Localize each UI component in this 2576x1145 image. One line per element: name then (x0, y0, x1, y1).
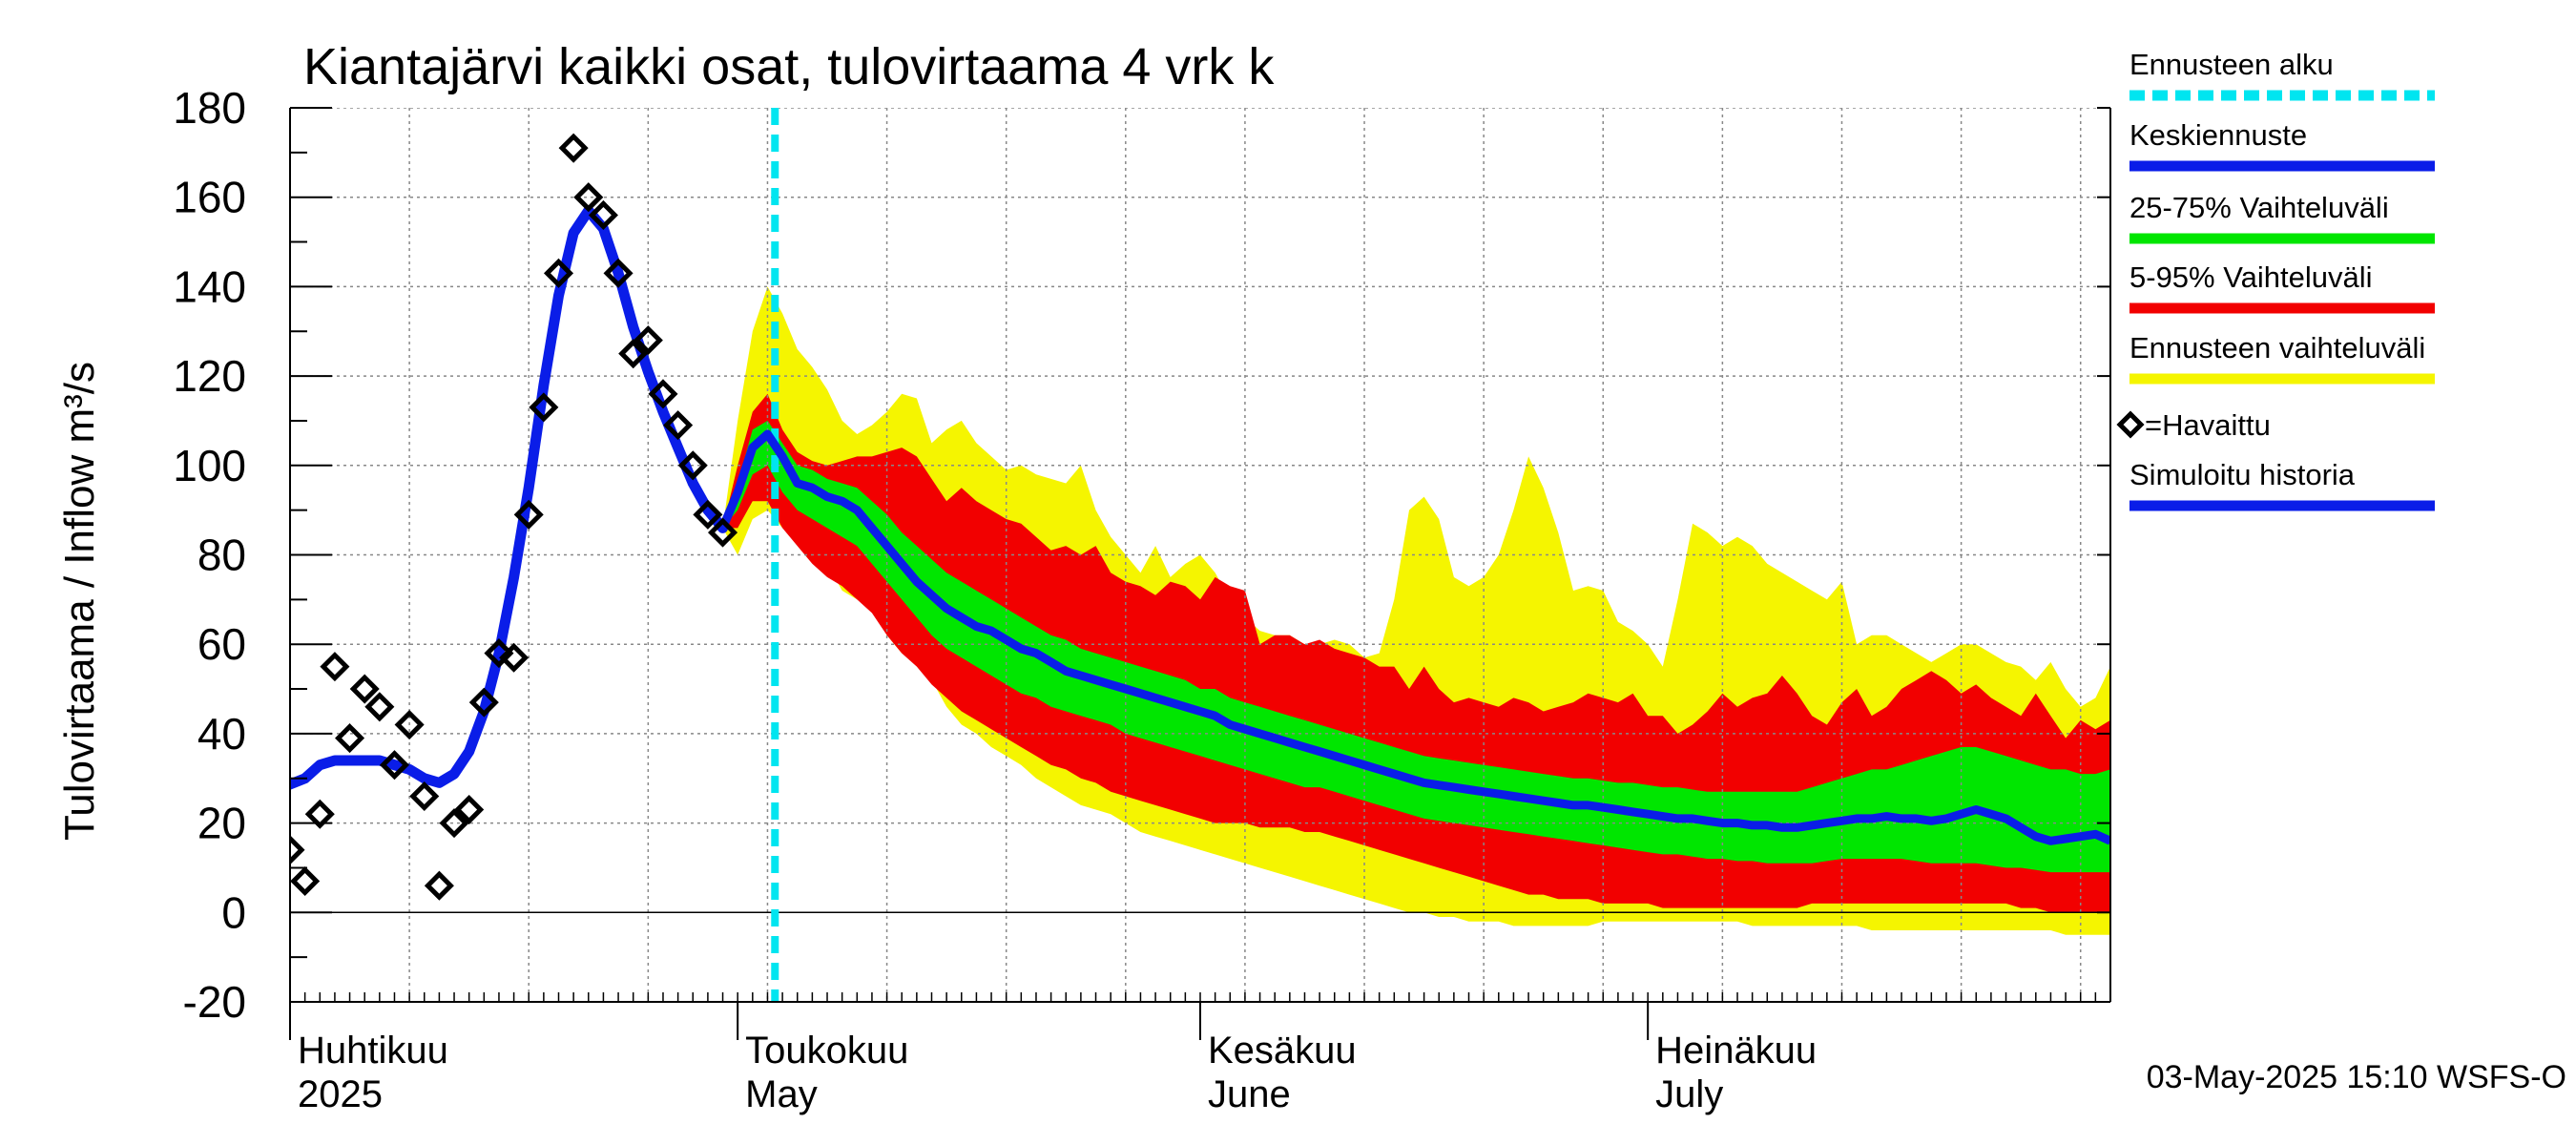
legend: Ennusteen alku Keskiennuste 25-75% Vaihtel… (2116, 48, 2435, 511)
observed-point (588, 199, 618, 230)
observed-point (454, 795, 485, 825)
y-tick-label: 120 (173, 351, 246, 401)
observed-point (499, 642, 530, 673)
observed-point (558, 133, 589, 163)
legend-25-75-label: 25-75% Vaihteluväli (2129, 191, 2389, 224)
x-month-label-fi: Heinäkuu (1655, 1030, 1817, 1072)
observed-point (468, 687, 499, 718)
y-tick-label: 100 (173, 441, 246, 490)
observed-point (648, 379, 678, 409)
band-5-95 (722, 393, 2110, 913)
timestamp-label: 03-May-2025 15:10 WSFS-O (2147, 1059, 2566, 1095)
observed-point (320, 652, 350, 682)
legend-5-95-label: 5-95% Vaihteluväli (2129, 260, 2372, 294)
simulated-history-line (290, 205, 728, 790)
y-tick-label: -20 (183, 977, 246, 1027)
observed-point (573, 182, 604, 213)
observed-point (693, 499, 723, 530)
observed-point (513, 499, 544, 530)
legend-observed-marker (2116, 410, 2145, 439)
observed-point (290, 865, 321, 897)
y-tick-label: 80 (197, 531, 246, 580)
legend-forecast-start-label: Ennusteen alku (2129, 48, 2334, 81)
x-month-label-fi: Huhtikuu (298, 1030, 448, 1072)
observed-point (663, 410, 694, 441)
x-month-label-en: July (1655, 1073, 1723, 1115)
observed-point (304, 799, 335, 829)
y-tick-label: 140 (173, 261, 246, 311)
x-month-label-fi: Kesäkuu (1208, 1030, 1357, 1072)
observed-point (290, 835, 305, 865)
y-tick-label: 160 (173, 173, 246, 222)
median-forecast-line (718, 429, 2110, 845)
observed-point (708, 517, 738, 548)
x-month-label-en: June (1208, 1073, 1291, 1115)
observed-point (618, 339, 649, 369)
legend-median-label: Keskiennuste (2129, 118, 2307, 152)
observed-point (529, 392, 559, 423)
plot-content (290, 108, 2110, 1002)
chart-title: Kiantajärvi kaikki osat, tulovirtaama 4 … (303, 38, 1275, 95)
y-tick-label: 40 (197, 709, 246, 759)
observed-series (290, 133, 738, 901)
observed-point (335, 723, 365, 754)
grid (290, 108, 2110, 1002)
x-month-label-en: May (745, 1073, 818, 1115)
observed-point (439, 808, 469, 839)
observed-point (364, 692, 395, 722)
observed-point (603, 258, 634, 288)
y-tick-label: 180 (173, 83, 246, 133)
x-month-label-en: 2025 (298, 1073, 383, 1115)
observed-point (379, 750, 410, 781)
legend-observed-label: =Havaittu (2145, 408, 2271, 442)
observed-point (484, 638, 514, 669)
observed-point (677, 450, 708, 481)
y-tick-label: 20 (197, 799, 246, 848)
y-axis-label: Tulovirtaama / Inflow m³/s (56, 362, 103, 841)
observed-point (409, 781, 440, 812)
legend-simulated-label: Simuloitu historia (2129, 458, 2356, 491)
y-tick-label: 0 (221, 887, 246, 937)
plot-area (290, 108, 2110, 1002)
observed-point (633, 325, 663, 356)
observed-point (394, 709, 425, 740)
observed-point (543, 258, 574, 288)
observed-point (424, 870, 454, 901)
x-month-label-fi: Toukokuu (745, 1030, 908, 1072)
observed-point (349, 674, 380, 704)
legend-range-label: Ennusteen vaihteluväli (2129, 331, 2425, 364)
y-tick-label: 60 (197, 619, 246, 669)
